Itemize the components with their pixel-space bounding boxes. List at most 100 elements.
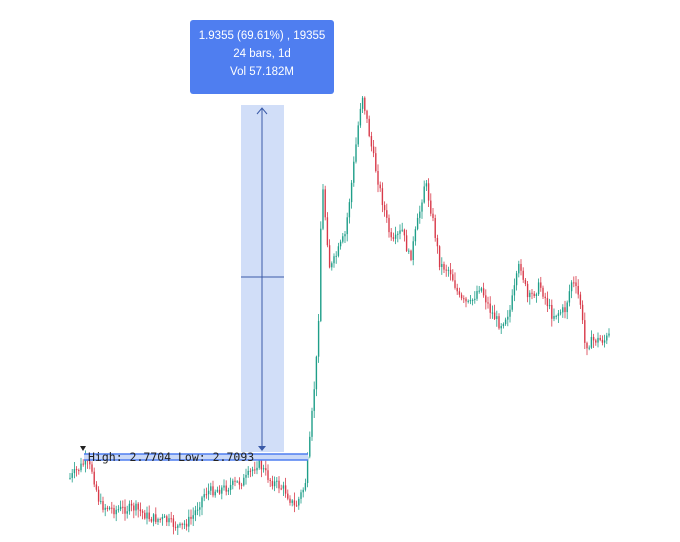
candle-body	[375, 153, 377, 172]
candle-body	[570, 282, 573, 292]
candle-body	[298, 498, 300, 506]
candle-body	[225, 485, 227, 492]
candle-body	[601, 339, 604, 343]
candle-body	[496, 316, 498, 319]
candle-body	[559, 312, 562, 314]
candle-body	[322, 189, 324, 229]
candle-body	[350, 182, 353, 203]
candle-body	[289, 498, 291, 503]
candle-body	[148, 512, 150, 520]
candle-body	[529, 292, 531, 298]
candle-body	[267, 470, 269, 480]
candle-body	[265, 468, 267, 471]
candle-body	[460, 294, 463, 299]
candle-body	[144, 512, 146, 519]
candle-body	[463, 298, 465, 300]
candle-body	[234, 480, 236, 482]
candle-body	[564, 307, 566, 313]
candle-body	[507, 316, 509, 320]
candle-body	[427, 183, 430, 201]
candle-body	[97, 489, 100, 502]
candle-body	[342, 236, 344, 242]
candle-body	[452, 274, 454, 281]
high-low-label: High: 2.7704 Low: 2.7093	[88, 450, 255, 464]
candle-body	[540, 282, 542, 288]
candle-body	[227, 489, 230, 492]
candle-body	[188, 516, 190, 527]
high-low-range-band	[84, 454, 308, 460]
candle-body	[170, 518, 172, 520]
candle-body	[210, 486, 212, 491]
candle-body	[243, 477, 245, 486]
candle-body	[295, 505, 298, 507]
candle-body	[566, 302, 568, 313]
candle-body	[128, 503, 131, 512]
candle-body	[392, 237, 395, 239]
candle-body	[394, 234, 397, 239]
candle-body	[399, 230, 401, 234]
candle-body	[71, 473, 73, 478]
candle-body	[405, 235, 408, 251]
candle-body	[106, 507, 109, 509]
candle-body	[379, 184, 381, 189]
candle-body	[590, 336, 593, 348]
candle-body	[491, 312, 494, 314]
candle-body	[586, 342, 588, 349]
candle-body	[449, 269, 452, 275]
candle-body	[273, 481, 276, 487]
candle-body	[166, 516, 168, 523]
candle-body	[504, 319, 507, 325]
candle-body	[489, 303, 491, 313]
candle-body	[113, 508, 115, 515]
candle-body	[174, 526, 177, 528]
candle-body	[181, 523, 183, 525]
candle-body	[229, 484, 232, 490]
candle-body	[278, 480, 280, 489]
candle-body	[126, 511, 128, 514]
candle-body	[588, 347, 590, 349]
candle-body	[397, 233, 399, 235]
candle-body	[339, 241, 342, 247]
candle-body	[124, 506, 126, 514]
candle-body	[520, 263, 522, 271]
candle-body	[573, 282, 575, 284]
candle-body	[177, 525, 179, 528]
candle-body	[256, 467, 258, 471]
candle-body	[119, 506, 122, 510]
candle-body	[368, 118, 370, 137]
candle-body	[238, 481, 241, 485]
candle-body	[199, 507, 201, 510]
candle-body	[249, 470, 252, 472]
candle-body	[430, 200, 432, 214]
candle-body	[579, 294, 582, 305]
candle-body	[436, 237, 439, 247]
candle-body	[302, 489, 304, 493]
candle-body	[216, 489, 219, 492]
candle-body	[122, 506, 124, 508]
candle-body	[313, 389, 315, 411]
candle-body	[469, 300, 472, 302]
candle-body	[179, 523, 181, 526]
measure-start-marker-icon	[258, 446, 266, 451]
candle-body	[526, 283, 529, 298]
candle-body	[423, 186, 425, 203]
candle-body	[212, 486, 214, 496]
candle-body	[260, 459, 263, 470]
candle-body	[575, 282, 577, 286]
candle-body	[232, 480, 234, 485]
candle-body	[78, 470, 80, 472]
candle-body	[159, 519, 161, 521]
candle-body	[205, 494, 208, 496]
candle-body	[203, 494, 205, 498]
candle-body	[454, 280, 456, 288]
candle-body	[146, 512, 148, 519]
candle-body	[82, 463, 84, 465]
candle-body	[568, 291, 571, 303]
candle-body	[577, 285, 579, 295]
candle-body	[447, 269, 450, 271]
candle-body	[414, 229, 417, 242]
candle-body	[562, 307, 564, 313]
candle-body	[401, 229, 403, 231]
candle-body	[502, 324, 505, 327]
